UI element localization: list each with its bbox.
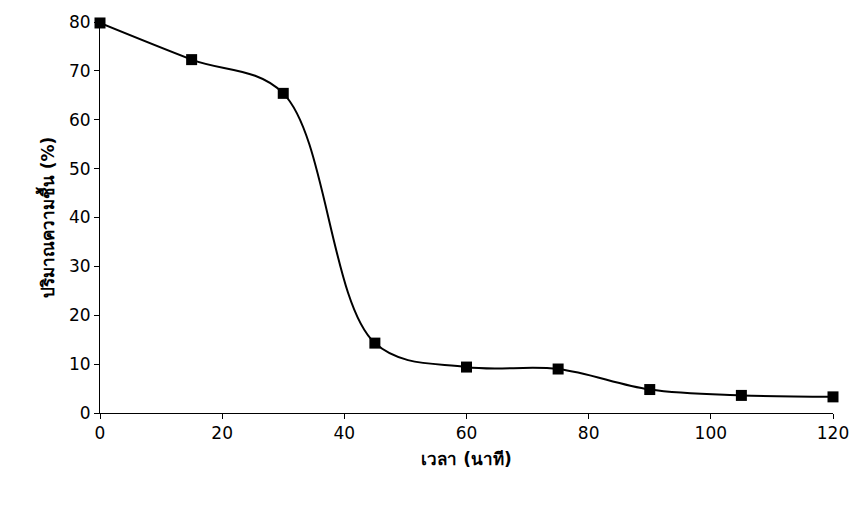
svg-text:50: 50 (69, 159, 91, 179)
svg-text:60: 60 (69, 110, 91, 130)
svg-text:40: 40 (334, 423, 356, 443)
svg-text:20: 20 (69, 305, 91, 325)
svg-text:0: 0 (95, 423, 106, 443)
svg-text:100: 100 (695, 423, 727, 443)
svg-text:10: 10 (69, 354, 91, 374)
svg-text:0: 0 (80, 403, 91, 423)
svg-text:80: 80 (578, 423, 600, 443)
svg-text:80: 80 (69, 12, 91, 32)
svg-text:70: 70 (69, 61, 91, 81)
svg-text:เวลา (นาที): เวลา (นาที) (421, 449, 511, 469)
svg-text:40: 40 (69, 207, 91, 227)
svg-text:30: 30 (69, 256, 91, 276)
svg-text:ปริมาณความชื้น (%): ปริมาณความชื้น (%) (35, 137, 58, 299)
svg-text:120: 120 (817, 423, 849, 443)
svg-text:60: 60 (456, 423, 478, 443)
svg-text:20: 20 (211, 423, 233, 443)
